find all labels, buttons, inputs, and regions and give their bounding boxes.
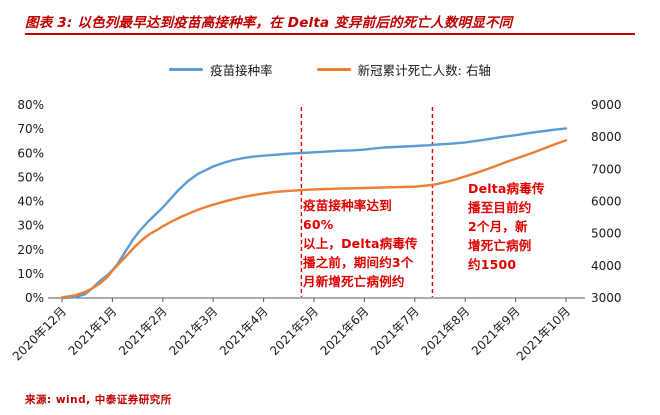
legend: 疫苗接种率 新冠累计死亡人数: 右轴	[0, 60, 660, 79]
svg-text:9000: 9000	[591, 98, 622, 112]
svg-text:2021年9月: 2021年9月	[469, 304, 523, 358]
svg-text:2021年2月: 2021年2月	[116, 304, 170, 358]
figure-title: 图表 3: 以色列最早达到疫苗高接种率，在 Delta 变异前后的死亡人数明显不…	[25, 15, 513, 31]
annotation-between-dashed-lines: 疫苗接种率达到60% 以上，Delta病毒传 播之前，期间约3个 月新增死亡病例…	[303, 198, 418, 289]
svg-text:4000: 4000	[591, 259, 622, 273]
legend-item-deaths: 新冠累计死亡人数: 右轴	[316, 60, 491, 79]
svg-text:0%: 0%	[25, 291, 44, 305]
svg-text:5000: 5000	[591, 227, 622, 241]
svg-text:2021年8月: 2021年8月	[418, 304, 472, 358]
legend-label: 新冠累计死亡人数: 右轴	[357, 63, 491, 78]
svg-text:10%: 10%	[17, 267, 44, 281]
svg-text:80%: 80%	[17, 98, 44, 112]
title-rule	[25, 33, 635, 35]
svg-text:2021年3月: 2021年3月	[166, 304, 220, 358]
svg-text:60%: 60%	[17, 146, 44, 160]
annotation-after-second-dashed-line: Delta病毒传 播至目前约 2个月，新 增死亡病例 约1500	[468, 181, 545, 272]
svg-text:40%: 40%	[17, 195, 44, 209]
svg-text:2021年7月: 2021年7月	[368, 304, 422, 358]
source-note: 来源: wind, 中泰证券研究所	[25, 394, 172, 406]
svg-text:8000: 8000	[591, 130, 622, 144]
legend-label: 疫苗接种率	[210, 63, 273, 78]
svg-text:2021年1月: 2021年1月	[66, 304, 120, 358]
legend-line-swatch-orange	[316, 68, 351, 71]
svg-text:50%: 50%	[17, 170, 44, 184]
legend-line-swatch-blue	[169, 68, 204, 71]
svg-text:2021年6月: 2021年6月	[318, 304, 372, 358]
svg-text:7000: 7000	[591, 162, 622, 176]
legend-item-vaccination: 疫苗接种率	[169, 60, 273, 79]
svg-text:70%: 70%	[17, 122, 44, 136]
svg-text:2021年10月: 2021年10月	[514, 304, 573, 363]
svg-text:2021年4月: 2021年4月	[217, 304, 271, 358]
svg-text:2021年5月: 2021年5月	[267, 304, 321, 358]
svg-text:3000: 3000	[591, 291, 622, 305]
svg-text:30%: 30%	[17, 219, 44, 233]
svg-text:6000: 6000	[591, 195, 622, 209]
svg-text:2020年12月: 2020年12月	[10, 304, 69, 363]
svg-text:20%: 20%	[17, 243, 44, 257]
chart-svg: 0% 10% 20% 30% 40% 50% 60% 70% 80% 3000 4000 5000 60…	[10, 98, 622, 363]
